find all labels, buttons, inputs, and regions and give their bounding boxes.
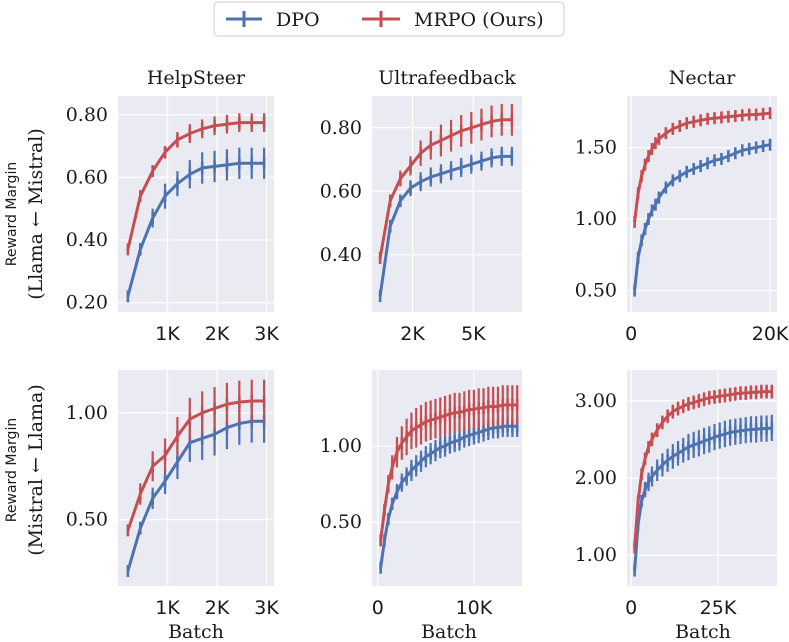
series-dpo (633, 414, 774, 577)
panel-6: 0 25K 1.00 2.00 3.00 (575, 370, 777, 619)
y-tick-label: 1.50 (575, 136, 617, 158)
x-tick-label: 0 (372, 597, 384, 619)
row-label-bottom: Reward Margin (Mistral ← Llama) (4, 384, 47, 556)
panel-title: Nectar (669, 67, 736, 89)
series-dpo (126, 147, 266, 303)
series-line (378, 154, 512, 297)
x-tick-label: 10K (456, 597, 493, 619)
y-tick-label: 3.00 (575, 390, 617, 412)
row-label-bottom-line1: Reward Margin (4, 418, 20, 522)
row-label-top-line2: (Llama ← Mistral) (25, 128, 47, 300)
x-tick-label: 0 (625, 597, 637, 619)
series-line (126, 419, 265, 572)
x-tick-label: 0 (625, 323, 637, 345)
series-line (126, 399, 265, 531)
row-label-top-line1: Reward Margin (4, 162, 20, 266)
panels: 1K 2K 3K 0.20 0.40 0.60 0.80 HelpSteer 2K 5K 0.40 0… (66, 67, 789, 619)
series-mrpo (126, 113, 266, 256)
x-tick-label: 1K (155, 597, 180, 619)
series-mrpo (633, 107, 772, 228)
y-tick-label: 0.20 (66, 292, 108, 314)
panel-3: 0 20K 0.50 1.00 1.50 Nectar (575, 67, 789, 345)
series-dpo (633, 138, 772, 297)
x-tick-label: 3K (254, 597, 279, 619)
y-tick-label: 0.50 (66, 509, 108, 531)
legend-label-dpo: DPO (276, 9, 320, 31)
y-tick-label: 1.00 (320, 435, 362, 457)
panel-4: 1K 2K 3K 0.50 1.00 (66, 370, 279, 619)
series-mrpo (379, 385, 519, 547)
plot-area (372, 370, 522, 586)
panel-title: Ultrafeedback (378, 67, 516, 89)
x-tick-label: 2K (205, 323, 230, 345)
panel-title: HelpSteer (147, 67, 246, 89)
x-tick-label: 2K (205, 597, 230, 619)
legend-entry-mrpo: MRPO (Ours) (362, 9, 544, 31)
series-mrpo (633, 384, 774, 554)
x-tick-label: 5K (461, 323, 486, 345)
x-axis-label-col2: Batch (421, 621, 477, 642)
y-tick-label: 0.80 (320, 117, 362, 139)
y-tick-label: 0.50 (575, 280, 617, 302)
y-tick-label: 0.60 (320, 180, 362, 202)
y-tick-label: 0.80 (66, 104, 108, 126)
panel-1: 1K 2K 3K 0.20 0.40 0.60 0.80 HelpSteer (66, 67, 280, 345)
series-mrpo (126, 379, 266, 537)
y-tick-label: 1.00 (575, 544, 617, 566)
y-tick-label: 0.40 (66, 229, 108, 251)
legend-label-mrpo: MRPO (Ours) (414, 9, 544, 31)
plot-area (627, 96, 777, 312)
x-tick-label: 1K (155, 323, 180, 345)
panel-2: 2K 5K 0.40 0.60 0.80 Ultrafeedback (320, 67, 522, 345)
series-mrpo (378, 103, 514, 264)
series-line (126, 161, 265, 297)
x-tick-label: 2K (400, 323, 425, 345)
plot-area (118, 370, 274, 586)
legend-entry-dpo: DPO (226, 9, 320, 31)
y-tick-label: 0.40 (320, 244, 362, 266)
legend: DPO MRPO (Ours) (213, 1, 565, 37)
x-tick-label: 25K (700, 597, 737, 619)
row-label-top: Reward Margin (Llama ← Mistral) (4, 128, 47, 300)
y-tick-label: 1.00 (575, 208, 617, 230)
y-tick-label: 1.00 (66, 402, 108, 424)
y-tick-label: 0.50 (320, 511, 362, 533)
row-label-bottom-line2: (Mistral ← Llama) (25, 384, 47, 556)
x-tick-label: 20K (752, 323, 789, 345)
series-line (126, 121, 265, 250)
y-tick-label: 0.60 (66, 166, 108, 188)
x-tick-label: 3K (254, 323, 279, 345)
x-axis-label-col1: Batch (168, 621, 224, 642)
series-line (378, 118, 512, 259)
y-tick-label: 2.00 (575, 467, 617, 489)
series-dpo (378, 146, 514, 303)
panel-5: 0 10K 0.50 1.00 (320, 370, 522, 619)
plot-area (372, 96, 522, 312)
x-axis-label-col3: Batch (675, 621, 731, 642)
